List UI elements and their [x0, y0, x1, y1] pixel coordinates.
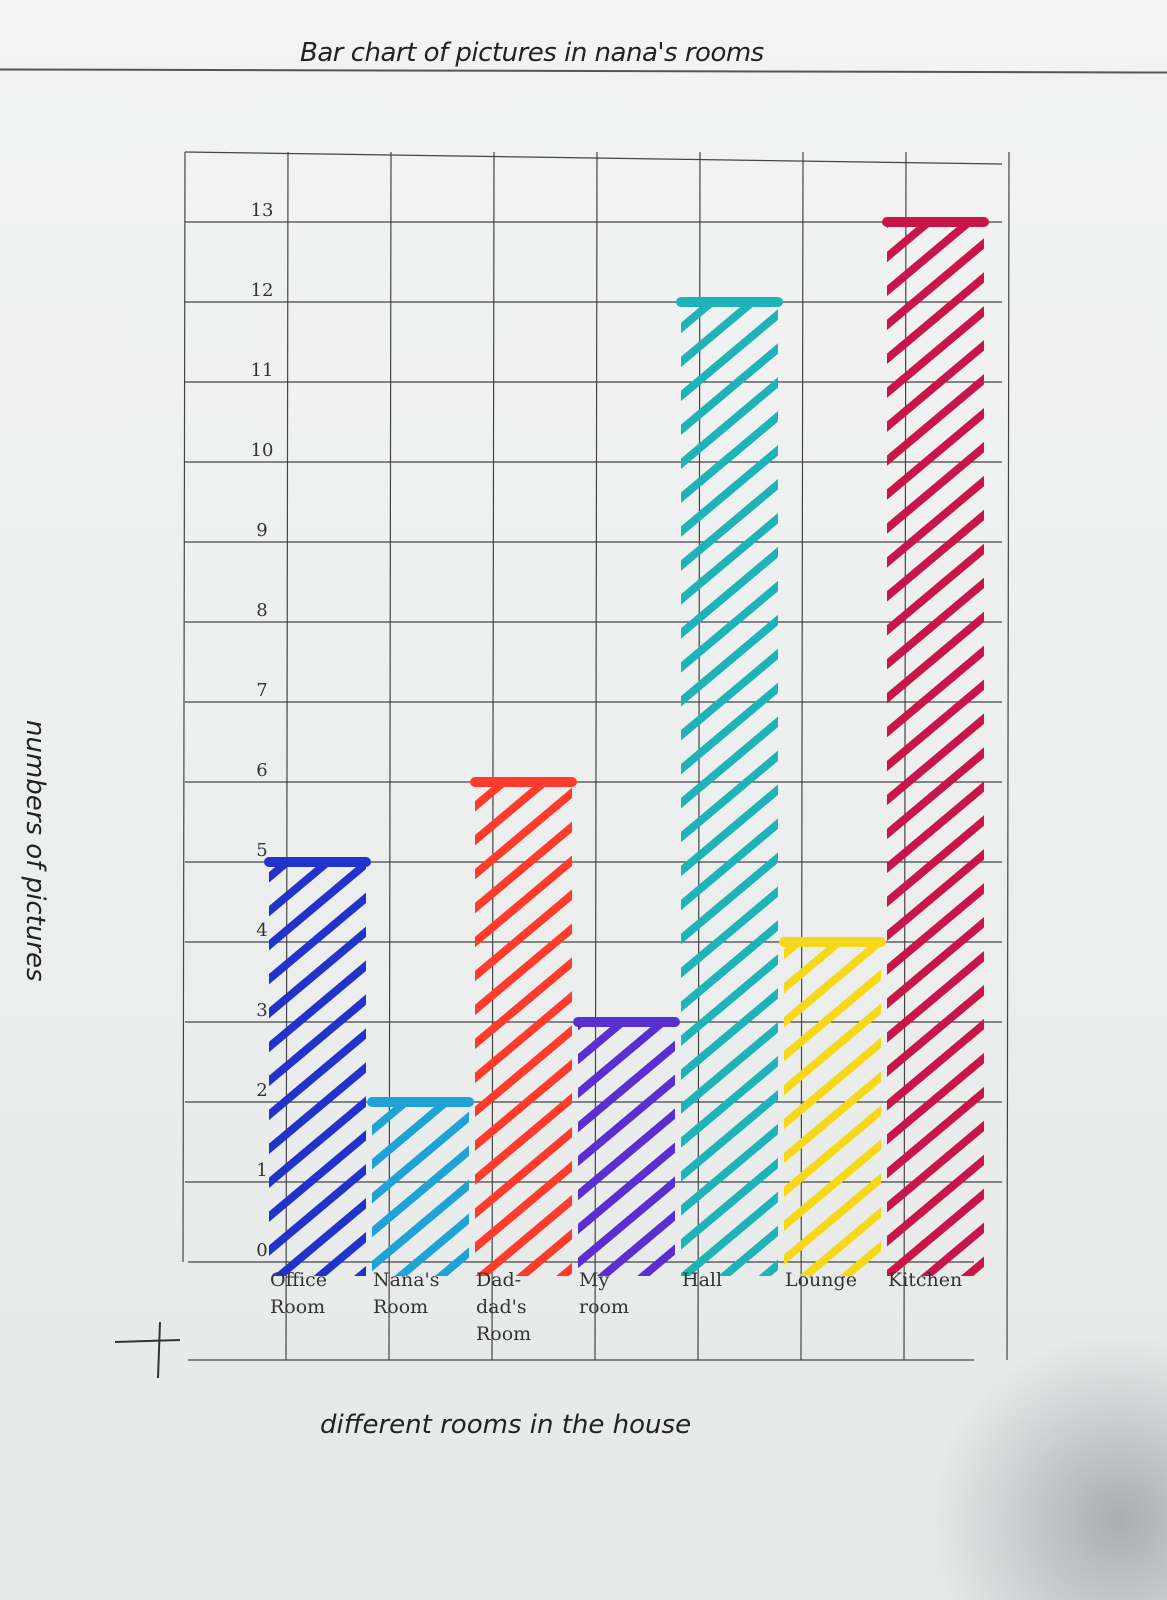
bar-6	[779, 937, 886, 1276]
bar-hatch	[269, 862, 366, 1276]
chart-bars	[264, 217, 989, 1276]
category-label: Room	[476, 1323, 531, 1345]
x-axis-label: different rooms in the house	[320, 1410, 692, 1440]
bar-hatch	[475, 782, 572, 1276]
y-tick-label: 0	[256, 1240, 267, 1261]
category-labels: Office Room Nana's Room Dad-dad's Room My room H…	[270, 1269, 962, 1345]
y-tick-label: 5	[256, 840, 267, 861]
bar-hatch	[578, 1022, 675, 1276]
category-label: Room	[373, 1296, 428, 1318]
category-label: Kitchen	[888, 1269, 962, 1291]
y-tick-label: 2	[256, 1080, 267, 1101]
y-tick-label: 8	[256, 600, 267, 621]
category-label: Nana's	[373, 1269, 440, 1291]
category-label: My	[579, 1269, 609, 1291]
category-label: Room	[270, 1296, 325, 1318]
chart-title: Bar chart of pictures in nana's rooms	[300, 38, 764, 68]
category-label: dad's	[476, 1296, 527, 1318]
cross-v	[157, 1321, 161, 1379]
y-tick-label: 7	[256, 680, 267, 701]
bar-7	[882, 217, 989, 1276]
origin-cross-mark	[114, 1321, 181, 1379]
bar-hatch	[681, 302, 778, 1276]
grid-line-top	[184, 151, 1003, 165]
category-label: room	[579, 1296, 629, 1318]
hand-shadow	[930, 1330, 1167, 1600]
bar-hatch	[784, 942, 881, 1276]
bar-hatch	[372, 1102, 469, 1276]
bar-1	[264, 857, 371, 1276]
grid-line-v	[182, 151, 186, 1263]
y-tick-label: 11	[251, 360, 274, 381]
y-tick-label: 10	[251, 440, 274, 461]
category-label: Hall	[682, 1269, 722, 1291]
bar-5	[676, 297, 783, 1276]
cross-h	[114, 1339, 181, 1343]
grid-line-v	[1006, 151, 1010, 1361]
y-tick-label: 4	[256, 920, 267, 941]
bar-hatch	[887, 222, 984, 1276]
bar-3	[470, 777, 577, 1276]
y-tick-label: 13	[251, 200, 274, 221]
y-tick-label: 3	[256, 1000, 267, 1021]
category-label: Office	[270, 1269, 327, 1291]
bar-2	[367, 1097, 474, 1276]
category-label: Lounge	[785, 1269, 857, 1291]
y-tick-label: 1	[256, 1160, 267, 1181]
y-tick-label: 9	[256, 520, 267, 541]
bar-4	[573, 1017, 680, 1276]
category-label: Dad-	[476, 1269, 521, 1291]
y-tick-label: 6	[256, 760, 267, 781]
y-tick-label: 12	[251, 280, 274, 301]
